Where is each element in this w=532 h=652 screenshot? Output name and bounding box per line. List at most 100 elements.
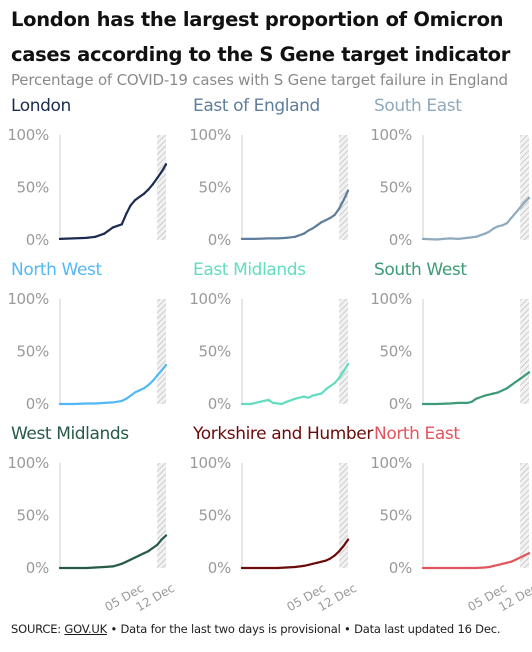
data-point [72,237,75,240]
panel-east-of-england: 100% 50% 0% East of England [189,96,350,249]
provisional-band [520,135,529,240]
data-point [483,232,486,235]
chart-title: London has the largest proportion of Omi… [11,8,511,66]
data-point [311,394,314,397]
data-point [311,227,314,230]
data-point [519,377,522,380]
data-point [492,564,495,568]
y-tick-label: 100% [189,126,231,144]
y-tick-label: 0% [208,395,231,413]
data-point [474,397,478,400]
data-point [435,402,438,406]
data-point [496,563,500,566]
data-point [448,566,451,570]
panel-title: South East [374,96,462,116]
panel-south-west: 100% 50% 0% South West [370,260,531,413]
data-point [338,376,341,379]
data-point [488,393,491,396]
data-point [120,562,123,565]
data-point [466,236,469,239]
data-point [240,566,244,570]
data-point [72,566,75,570]
data-point [510,560,513,563]
data-point [505,387,509,390]
data-point [94,235,97,238]
data-point [338,550,341,553]
data-point [147,384,150,387]
data-point [285,566,288,569]
y-tick-label: 50% [17,343,49,361]
data-point [346,189,350,192]
data-point [267,237,270,240]
data-point [448,402,451,405]
y-tick-label: 50% [380,343,412,361]
data-point [103,401,106,405]
y-tick-label: 50% [380,507,412,525]
provisional-band [339,135,348,240]
source-link[interactable]: GOV.UK [64,622,107,636]
data-point [103,565,106,569]
data-point [457,401,460,405]
data-point [448,237,451,240]
data-point [111,565,115,568]
data-point [156,374,159,377]
data-point [346,538,350,541]
data-point [523,554,526,557]
data-point [527,196,531,200]
data-point [111,226,115,229]
data-point [125,212,128,215]
data-point [164,364,168,367]
data-point [129,394,132,397]
data-point [320,221,323,224]
data-point [160,538,163,541]
data-point [133,391,137,394]
data-point [488,565,491,569]
panel-title: Yorkshire and Humber [192,424,373,444]
y-tick-label: 0% [389,231,412,249]
y-tick-label: 100% [370,126,412,144]
data-point [129,558,132,561]
y-tick-label: 100% [189,454,231,472]
data-point [329,385,332,388]
series-line-yorkshire-and-humber [240,538,350,570]
data-point [276,566,279,570]
panel-title: East of England [193,96,320,116]
data-point [271,401,275,405]
data-point [72,402,75,406]
data-point [58,402,62,406]
data-point [147,188,150,191]
data-point [120,223,123,226]
data-point [457,237,460,241]
data-point [85,402,88,405]
data-point [138,195,141,199]
panel-south-east: 100% 50% 0% South East [370,96,531,249]
data-point [240,402,244,406]
data-point [505,222,509,225]
data-point [142,192,146,195]
data-point [293,235,297,238]
source-note: • Data for the last two days is provisio… [106,622,501,636]
data-point [329,216,332,220]
data-point [293,397,297,400]
data-point [320,392,323,395]
y-tick-label: 50% [380,179,412,197]
data-point [324,218,328,222]
data-point [254,237,257,241]
data-point [519,206,522,209]
data-point [514,211,517,214]
data-point [307,396,310,399]
data-point [483,394,486,397]
data-point [94,402,97,405]
data-point [58,566,62,570]
data-point [501,389,504,392]
data-point [267,398,270,401]
data-point [302,395,305,398]
data-point [138,554,141,557]
data-point [111,401,115,404]
data-point [133,556,137,559]
y-tick-label: 0% [389,559,412,577]
data-point [125,560,128,563]
panel-east-midlands: 100% 50% 0% East Midlands [189,260,350,413]
data-point [514,558,517,561]
